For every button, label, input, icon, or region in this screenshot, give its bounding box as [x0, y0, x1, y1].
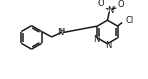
- Text: N: N: [107, 6, 113, 15]
- Text: N: N: [105, 41, 112, 50]
- Text: -: -: [98, 1, 100, 6]
- Text: H: H: [60, 28, 65, 34]
- Text: O: O: [118, 0, 124, 9]
- Text: N: N: [57, 28, 64, 37]
- Text: O: O: [98, 0, 104, 8]
- Text: Cl: Cl: [126, 16, 134, 25]
- Text: +: +: [112, 5, 117, 10]
- Text: N: N: [93, 35, 100, 44]
